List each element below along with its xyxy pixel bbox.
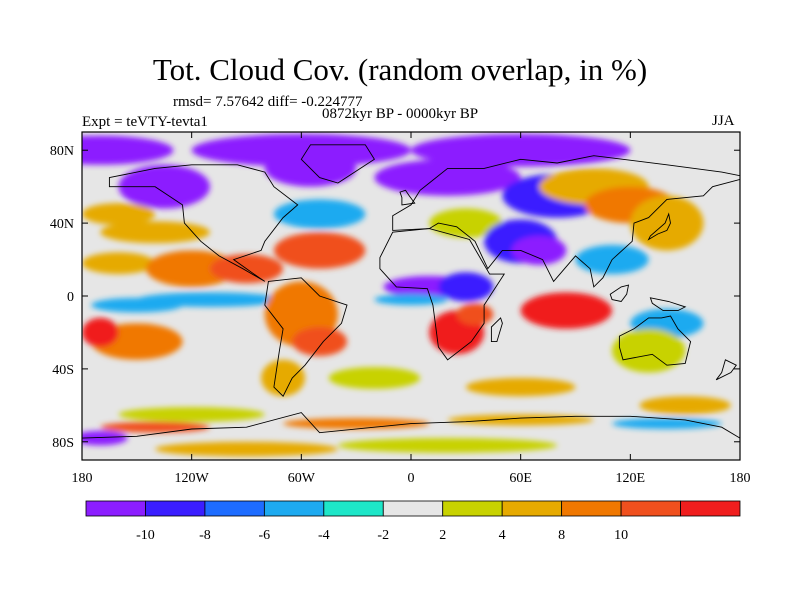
colorbar-swatch bbox=[680, 500, 741, 517]
coastline-japan bbox=[647, 212, 671, 241]
colorbar-label: 4 bbox=[499, 528, 506, 543]
anomaly-region bbox=[520, 292, 613, 329]
x-tick-label: 180 bbox=[72, 471, 93, 486]
colorbar-label: -10 bbox=[136, 528, 155, 543]
anomaly-region bbox=[261, 359, 305, 397]
coastline-layer bbox=[82, 144, 740, 460]
anomaly-region bbox=[82, 317, 119, 348]
experiment-label: Expt = teVTY-tevta1 bbox=[82, 114, 208, 130]
anomaly-region bbox=[612, 328, 686, 373]
anomaly-region bbox=[292, 326, 348, 357]
coastline-australia bbox=[618, 315, 692, 366]
colorbar-label: -8 bbox=[199, 528, 211, 543]
x-tick-label: 60E bbox=[509, 471, 532, 486]
anomaly-region bbox=[145, 250, 238, 287]
y-tick-label: 0 bbox=[67, 290, 74, 305]
anomaly-region bbox=[82, 135, 174, 165]
colorbar-swatch bbox=[501, 500, 563, 517]
colorbar-label: -2 bbox=[377, 528, 389, 543]
anomaly-region bbox=[82, 203, 156, 225]
anomaly-region bbox=[91, 297, 183, 313]
plot-title: Tot. Cloud Cov. (random overlap, in %) bbox=[152, 52, 648, 87]
anomaly-region bbox=[273, 199, 366, 229]
anomaly-region bbox=[337, 438, 558, 453]
colorbar-swatch bbox=[561, 500, 622, 517]
coastline-greenland bbox=[300, 144, 376, 184]
anomaly-region bbox=[511, 235, 567, 266]
colorbar-label: -4 bbox=[318, 528, 330, 543]
anomaly-region bbox=[118, 164, 210, 209]
anomaly-region bbox=[328, 367, 421, 389]
season-label: JJA bbox=[712, 113, 735, 129]
coastline-new-zealand bbox=[715, 359, 737, 381]
anomaly-region bbox=[273, 232, 366, 269]
x-tick-label: 180 bbox=[730, 471, 751, 486]
contour-map bbox=[81, 131, 741, 461]
anomaly-region bbox=[283, 418, 430, 430]
colorbar: -10 -8 -6 -4 -2 2 4 8 10 bbox=[85, 500, 741, 543]
colorbar-swatch bbox=[620, 500, 681, 517]
coastline-south-america bbox=[264, 277, 348, 397]
anomaly-region bbox=[456, 303, 494, 326]
colorbar-swatch bbox=[323, 500, 384, 517]
anomaly-region bbox=[438, 272, 494, 302]
anomaly-region bbox=[612, 418, 722, 430]
colorbar-swatch bbox=[145, 500, 206, 517]
coastline-madagascar bbox=[490, 317, 503, 343]
y-tick-label: 40S bbox=[52, 363, 74, 378]
anomaly-region bbox=[191, 133, 411, 167]
anomaly-region bbox=[100, 421, 210, 433]
anomaly-region bbox=[118, 407, 265, 422]
anomaly-region bbox=[630, 195, 704, 251]
coastline-borneo bbox=[609, 284, 630, 302]
map-axes: 180 120W 60W 0 60E 120E 180 80N 40N 0 40S 80S bbox=[50, 132, 751, 486]
anomaly-region bbox=[100, 221, 210, 244]
anomaly-region bbox=[639, 396, 731, 415]
anomaly-region bbox=[429, 208, 503, 238]
coastline-british-isles bbox=[399, 189, 416, 206]
colorbar-swatch bbox=[263, 500, 325, 517]
colorbar-swatch bbox=[85, 500, 146, 517]
colorbar-swatch bbox=[442, 500, 503, 517]
x-tick-label: 120E bbox=[616, 471, 646, 486]
y-tick-label: 40N bbox=[50, 217, 74, 232]
anomaly-region bbox=[82, 430, 128, 446]
coastline-north-america bbox=[108, 164, 299, 282]
rmsd-diff-stats: rmsd= 7.57642 diff= -0.224777 bbox=[173, 94, 363, 110]
x-tick-label: 60W bbox=[288, 471, 316, 486]
coastline-antarctica bbox=[82, 412, 740, 460]
anomaly-region bbox=[411, 133, 631, 167]
anomaly-region bbox=[374, 294, 448, 306]
colorbar-swatch bbox=[382, 500, 444, 517]
colorbar-swatch bbox=[204, 500, 265, 517]
coastline-africa bbox=[379, 228, 506, 361]
x-tick-label: 0 bbox=[408, 471, 415, 486]
x-tick-label: 120W bbox=[175, 471, 210, 486]
colorbar-label: 2 bbox=[439, 528, 446, 543]
colorbar-label: -6 bbox=[259, 528, 271, 543]
y-tick-label: 80S bbox=[52, 436, 74, 451]
anomaly-region bbox=[465, 378, 576, 397]
y-tick-label: 80N bbox=[50, 144, 74, 159]
anomaly-region bbox=[155, 441, 338, 457]
time-period-label: 0872kyr BP - 0000kyr BP bbox=[322, 106, 479, 122]
colorbar-label: 8 bbox=[558, 528, 565, 543]
anomaly-region bbox=[82, 252, 156, 275]
coastline-new-guinea bbox=[649, 297, 687, 312]
coastline-eurasia bbox=[392, 155, 740, 288]
colorbar-label: 10 bbox=[614, 528, 628, 543]
